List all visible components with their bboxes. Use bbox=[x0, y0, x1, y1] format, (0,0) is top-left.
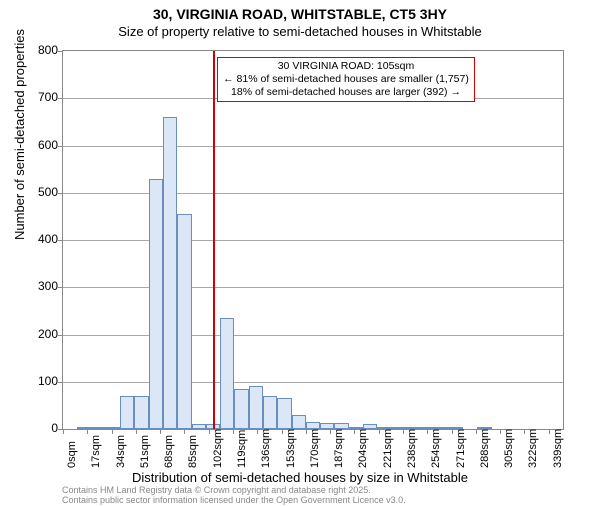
x-tick-mark bbox=[184, 429, 185, 434]
y-tick-label: 500 bbox=[22, 185, 58, 199]
x-tick-mark bbox=[403, 429, 404, 434]
histogram-bar bbox=[249, 386, 263, 429]
footer-line2: Contains public sector information licen… bbox=[62, 496, 406, 506]
x-tick-label: 102sqm bbox=[212, 429, 224, 468]
x-tick-label: 204sqm bbox=[357, 429, 369, 468]
y-tick-label: 100 bbox=[22, 374, 58, 388]
footer-attribution: Contains HM Land Registry data © Crown c… bbox=[62, 486, 406, 506]
histogram-bar bbox=[92, 427, 106, 429]
chart-title-line1: 30, VIRGINIA ROAD, WHITSTABLE, CT5 3HY bbox=[0, 6, 600, 22]
x-tick-mark bbox=[379, 429, 380, 434]
histogram-bar bbox=[220, 318, 234, 429]
x-tick-label: 271sqm bbox=[455, 429, 467, 468]
x-tick-label: 305sqm bbox=[503, 429, 515, 468]
gridline-h bbox=[63, 335, 563, 336]
y-tick-mark bbox=[58, 146, 63, 147]
property-annotation-box: 30 VIRGINIA ROAD: 105sqm← 81% of semi-de… bbox=[217, 57, 475, 102]
gridline-h bbox=[63, 193, 563, 194]
gridline-h bbox=[63, 240, 563, 241]
x-tick-label: 85sqm bbox=[187, 435, 199, 468]
x-tick-label: 0sqm bbox=[66, 441, 78, 468]
x-tick-label: 34sqm bbox=[115, 435, 127, 468]
chart-plot-area: 30 VIRGINIA ROAD: 105sqm← 81% of semi-de… bbox=[62, 50, 564, 430]
x-tick-mark bbox=[63, 429, 64, 434]
x-tick-mark bbox=[160, 429, 161, 434]
histogram-bar bbox=[234, 389, 248, 429]
x-tick-mark bbox=[549, 429, 550, 434]
y-tick-label: 800 bbox=[22, 43, 58, 57]
y-tick-mark bbox=[58, 193, 63, 194]
x-tick-label: 322sqm bbox=[527, 429, 539, 468]
annotation-line3: 18% of semi-detached houses are larger (… bbox=[222, 86, 470, 99]
x-tick-mark bbox=[112, 429, 113, 434]
y-tick-label: 400 bbox=[22, 232, 58, 246]
y-tick-label: 0 bbox=[22, 421, 58, 435]
x-tick-label: 288sqm bbox=[479, 429, 491, 468]
histogram-bar bbox=[292, 415, 306, 429]
chart-title-area: 30, VIRGINIA ROAD, WHITSTABLE, CT5 3HY S… bbox=[0, 0, 600, 39]
x-tick-label: 136sqm bbox=[260, 429, 272, 468]
y-tick-mark bbox=[58, 287, 63, 288]
y-axis-label: Number of semi-detached properties bbox=[12, 29, 27, 240]
x-tick-mark bbox=[306, 429, 307, 434]
histogram-bar bbox=[120, 396, 134, 429]
histogram-bar bbox=[177, 214, 191, 429]
x-tick-label: 254sqm bbox=[430, 429, 442, 468]
x-tick-mark bbox=[87, 429, 88, 434]
x-tick-label: 68sqm bbox=[163, 435, 175, 468]
gridline-h bbox=[63, 382, 563, 383]
histogram-bar bbox=[106, 427, 120, 429]
x-tick-label: 51sqm bbox=[139, 435, 151, 468]
histogram-bar bbox=[263, 396, 277, 429]
y-tick-label: 600 bbox=[22, 138, 58, 152]
histogram-bar bbox=[163, 117, 177, 429]
annotation-line1: 30 VIRGINIA ROAD: 105sqm bbox=[222, 60, 470, 73]
x-tick-label: 119sqm bbox=[236, 430, 248, 468]
x-tick-mark bbox=[330, 429, 331, 434]
y-tick-label: 200 bbox=[22, 327, 58, 341]
histogram-bar bbox=[149, 179, 163, 429]
x-axis-label: Distribution of semi-detached houses by … bbox=[0, 470, 600, 485]
y-tick-mark bbox=[58, 51, 63, 52]
x-tick-mark bbox=[452, 429, 453, 434]
gridline-h bbox=[63, 287, 563, 288]
x-tick-mark bbox=[233, 429, 234, 434]
y-tick-label: 300 bbox=[22, 279, 58, 293]
annotation-line2: ← 81% of semi-detached houses are smalle… bbox=[222, 73, 470, 86]
histogram-bar bbox=[192, 424, 206, 429]
x-tick-mark bbox=[476, 429, 477, 434]
x-tick-mark bbox=[427, 429, 428, 434]
histogram-bar bbox=[134, 396, 148, 429]
x-tick-mark bbox=[136, 429, 137, 434]
x-tick-label: 153sqm bbox=[285, 429, 297, 468]
histogram-bar bbox=[77, 427, 91, 429]
x-tick-label: 238sqm bbox=[406, 429, 418, 468]
y-tick-mark bbox=[58, 335, 63, 336]
property-marker-line bbox=[213, 51, 215, 429]
x-tick-label: 17sqm bbox=[90, 435, 102, 468]
x-tick-mark bbox=[500, 429, 501, 434]
histogram-bar bbox=[277, 398, 291, 429]
x-tick-mark bbox=[209, 429, 210, 434]
x-tick-label: 187sqm bbox=[333, 429, 345, 468]
x-tick-mark bbox=[282, 429, 283, 434]
y-tick-label: 700 bbox=[22, 90, 58, 104]
y-tick-mark bbox=[58, 382, 63, 383]
x-tick-mark bbox=[354, 429, 355, 434]
chart-title-line2: Size of property relative to semi-detach… bbox=[0, 24, 600, 39]
gridline-h bbox=[63, 146, 563, 147]
y-tick-mark bbox=[58, 240, 63, 241]
x-tick-label: 221sqm bbox=[382, 429, 394, 468]
y-tick-mark bbox=[58, 98, 63, 99]
x-tick-label: 170sqm bbox=[309, 429, 321, 468]
x-tick-label: 339sqm bbox=[552, 429, 564, 468]
x-tick-mark bbox=[524, 429, 525, 434]
x-tick-mark bbox=[257, 429, 258, 434]
